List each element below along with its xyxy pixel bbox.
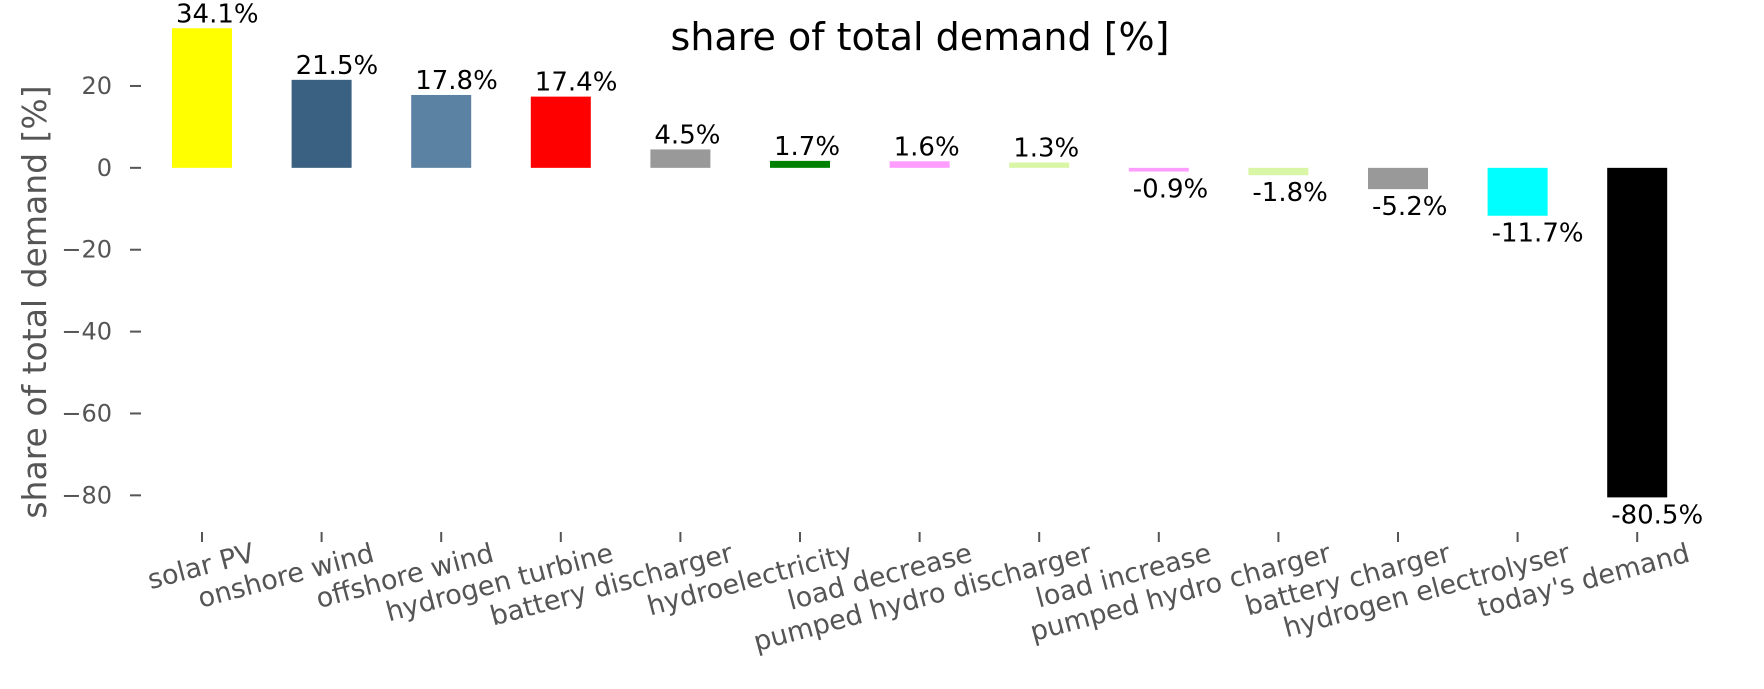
data-label: 1.6% (894, 132, 960, 162)
bar (172, 28, 232, 168)
data-label: 34.1% (176, 0, 259, 29)
bar (650, 149, 711, 168)
data-label: -11.7% (1492, 219, 1584, 249)
y-tick-label: 20 (81, 72, 112, 100)
chart-title: share of total demand [%] (671, 15, 1170, 59)
bar (1607, 167, 1668, 498)
bar (1368, 167, 1428, 190)
data-label: 21.5% (296, 51, 379, 81)
bar (411, 94, 472, 168)
bar (1487, 167, 1548, 216)
bar (530, 96, 591, 168)
y-tick-label: −40 (61, 318, 112, 346)
bar (770, 160, 830, 168)
bar (1128, 167, 1189, 172)
y-tick-label: −80 (61, 481, 112, 509)
data-label: -80.5% (1611, 500, 1703, 530)
y-tick-label: −20 (61, 236, 112, 264)
bar (291, 79, 352, 168)
data-label: 4.5% (654, 120, 720, 150)
data-label: -5.2% (1372, 192, 1447, 222)
data-label: 17.4% (535, 68, 618, 98)
bars-group: 34.1% 21.5% 17.8% 17.4% 4.5% 1.7% 1.6% 1.3% -0.9… (172, 0, 1703, 530)
y-axis: 20 0 −20 −40 −60 −80 (61, 72, 141, 509)
data-label: 17.8% (415, 66, 498, 96)
bar (889, 161, 950, 168)
y-tick-label: −60 (61, 399, 112, 427)
bar (1009, 162, 1070, 168)
data-label: -1.8% (1252, 178, 1327, 208)
data-label: 1.7% (774, 132, 840, 162)
data-label: -0.9% (1133, 175, 1208, 205)
bar (1248, 167, 1309, 176)
y-axis-label: share of total demand [%] (15, 85, 54, 518)
data-label: 1.3% (1013, 134, 1079, 164)
y-tick-label: 0 (97, 154, 112, 182)
